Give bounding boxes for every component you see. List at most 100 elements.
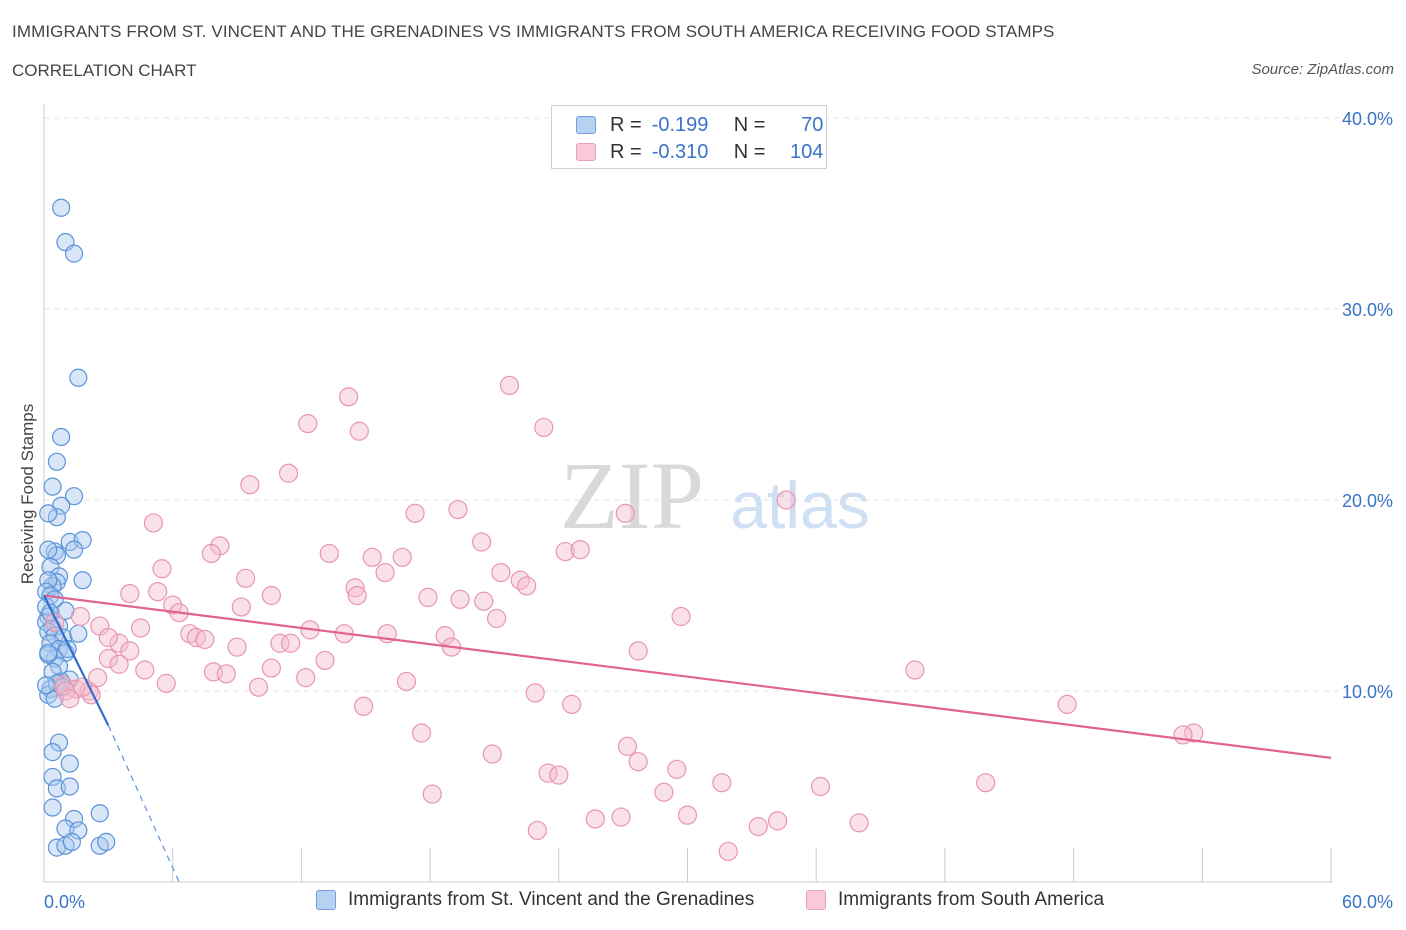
data-point-blue <box>39 540 58 559</box>
chart-subtitle: CORRELATION CHART <box>12 61 197 80</box>
data-point-pink <box>396 671 417 692</box>
data-point-pink <box>296 668 316 688</box>
data-point-pink <box>98 648 118 669</box>
correlation-legend: R = -0.199 N = 70 R = -0.310 N = 104 <box>551 105 827 169</box>
data-point-blue <box>64 487 84 506</box>
data-point-blue <box>47 452 66 471</box>
trend-line-blue <box>43 595 110 726</box>
data-point-pink <box>227 637 247 657</box>
y-tick-label: 40.0% <box>1342 109 1393 129</box>
n-value: 104 <box>790 140 824 163</box>
data-point-blue <box>39 504 58 523</box>
data-point-pink <box>628 641 648 661</box>
r-value: -0.310 <box>651 140 709 163</box>
data-point-pink <box>236 568 256 588</box>
data-point-pink <box>1057 694 1077 714</box>
data-point-pink <box>499 375 520 395</box>
data-point-pink <box>776 490 796 510</box>
data-point-pink <box>98 627 118 648</box>
data-point-pink <box>555 541 575 562</box>
data-point-pink <box>163 595 183 615</box>
data-point-blue <box>49 733 69 752</box>
data-point-pink <box>677 805 698 825</box>
data-point-pink <box>534 417 554 438</box>
data-point-pink <box>130 618 151 638</box>
trend-line-blue-extension <box>107 725 180 883</box>
data-point-blue <box>39 643 58 662</box>
data-point-pink <box>120 641 140 661</box>
legend-row-blue: R = -0.199 N = 70 <box>576 112 823 138</box>
data-point-blue <box>69 368 88 387</box>
data-point-pink <box>486 608 507 629</box>
data-point-pink <box>748 817 768 837</box>
legend-item-pink: Immigrants from South America <box>806 889 1104 911</box>
data-point-pink <box>718 841 738 862</box>
data-point-pink <box>615 503 635 523</box>
legend-swatch-blue <box>576 116 596 134</box>
data-point-blue <box>62 832 81 851</box>
legend-label-pink: Immigrants from South America <box>838 889 1105 910</box>
data-point-blue <box>43 743 62 762</box>
data-point-pink <box>491 562 511 583</box>
x-tick-label: 60.0% <box>1342 892 1393 912</box>
data-point-pink <box>70 606 91 627</box>
y-axis-label: Receiving Food Stamps <box>18 404 37 584</box>
data-point-pink <box>109 633 129 653</box>
data-point-pink <box>654 782 674 802</box>
data-point-pink <box>849 813 869 833</box>
watermark-atlas: atlas <box>730 468 869 542</box>
data-point-pink <box>422 784 442 804</box>
series-blue-points <box>37 198 116 857</box>
n-value: 70 <box>801 113 824 136</box>
r-value: -0.199 <box>651 113 709 136</box>
data-point-pink <box>570 540 590 560</box>
data-point-pink <box>471 532 492 552</box>
data-point-pink <box>315 650 335 671</box>
data-point-blue <box>64 244 84 263</box>
n-label: N = <box>733 140 766 163</box>
data-point-blue <box>69 624 88 643</box>
data-point-blue <box>60 777 79 796</box>
data-point-pink <box>362 547 382 567</box>
data-point-pink <box>474 591 494 611</box>
data-point-pink <box>905 660 925 680</box>
data-point-pink <box>418 587 438 608</box>
data-point-blue <box>60 754 79 773</box>
data-point-pink <box>261 585 281 606</box>
data-point-pink <box>450 589 470 609</box>
data-point-blue <box>52 198 71 217</box>
data-point-blue <box>47 508 66 527</box>
legend-label-blue: Immigrants from St. Vincent and the Gren… <box>348 889 755 910</box>
chart-title: IMMIGRANTS FROM ST. VINCENT AND THE GREN… <box>12 22 1055 41</box>
legend-item-blue: Immigrants from St. Vincent and the Gren… <box>316 889 754 911</box>
data-point-pink <box>405 503 425 523</box>
data-point-pink <box>976 773 996 793</box>
data-point-pink <box>767 811 788 831</box>
data-point-blue <box>43 798 62 817</box>
data-point-pink <box>201 543 221 564</box>
data-point-pink <box>482 744 502 764</box>
trend-line-pink <box>43 594 1332 759</box>
y-tick-label: 20.0% <box>1342 491 1393 511</box>
data-point-blue <box>90 804 109 823</box>
data-point-pink <box>617 736 638 756</box>
data-point-pink <box>392 547 412 567</box>
x-tick-label: 0.0% <box>44 892 85 912</box>
data-point-pink <box>411 723 432 743</box>
legend-swatch-pink <box>806 890 826 910</box>
data-point-pink <box>527 820 547 841</box>
data-point-pink <box>281 633 301 653</box>
series-pink-points <box>45 375 1204 862</box>
data-point-pink <box>810 776 831 797</box>
data-point-pink <box>562 694 582 714</box>
data-point-pink <box>345 578 365 598</box>
data-point-pink <box>152 559 172 579</box>
data-point-pink <box>349 421 369 441</box>
data-point-pink <box>667 759 687 779</box>
data-point-pink <box>611 807 631 827</box>
r-label: R = <box>610 113 642 136</box>
y-tick-label: 10.0% <box>1342 682 1393 702</box>
data-point-pink <box>671 606 691 627</box>
data-point-pink <box>278 463 299 483</box>
data-point-pink <box>156 673 176 693</box>
